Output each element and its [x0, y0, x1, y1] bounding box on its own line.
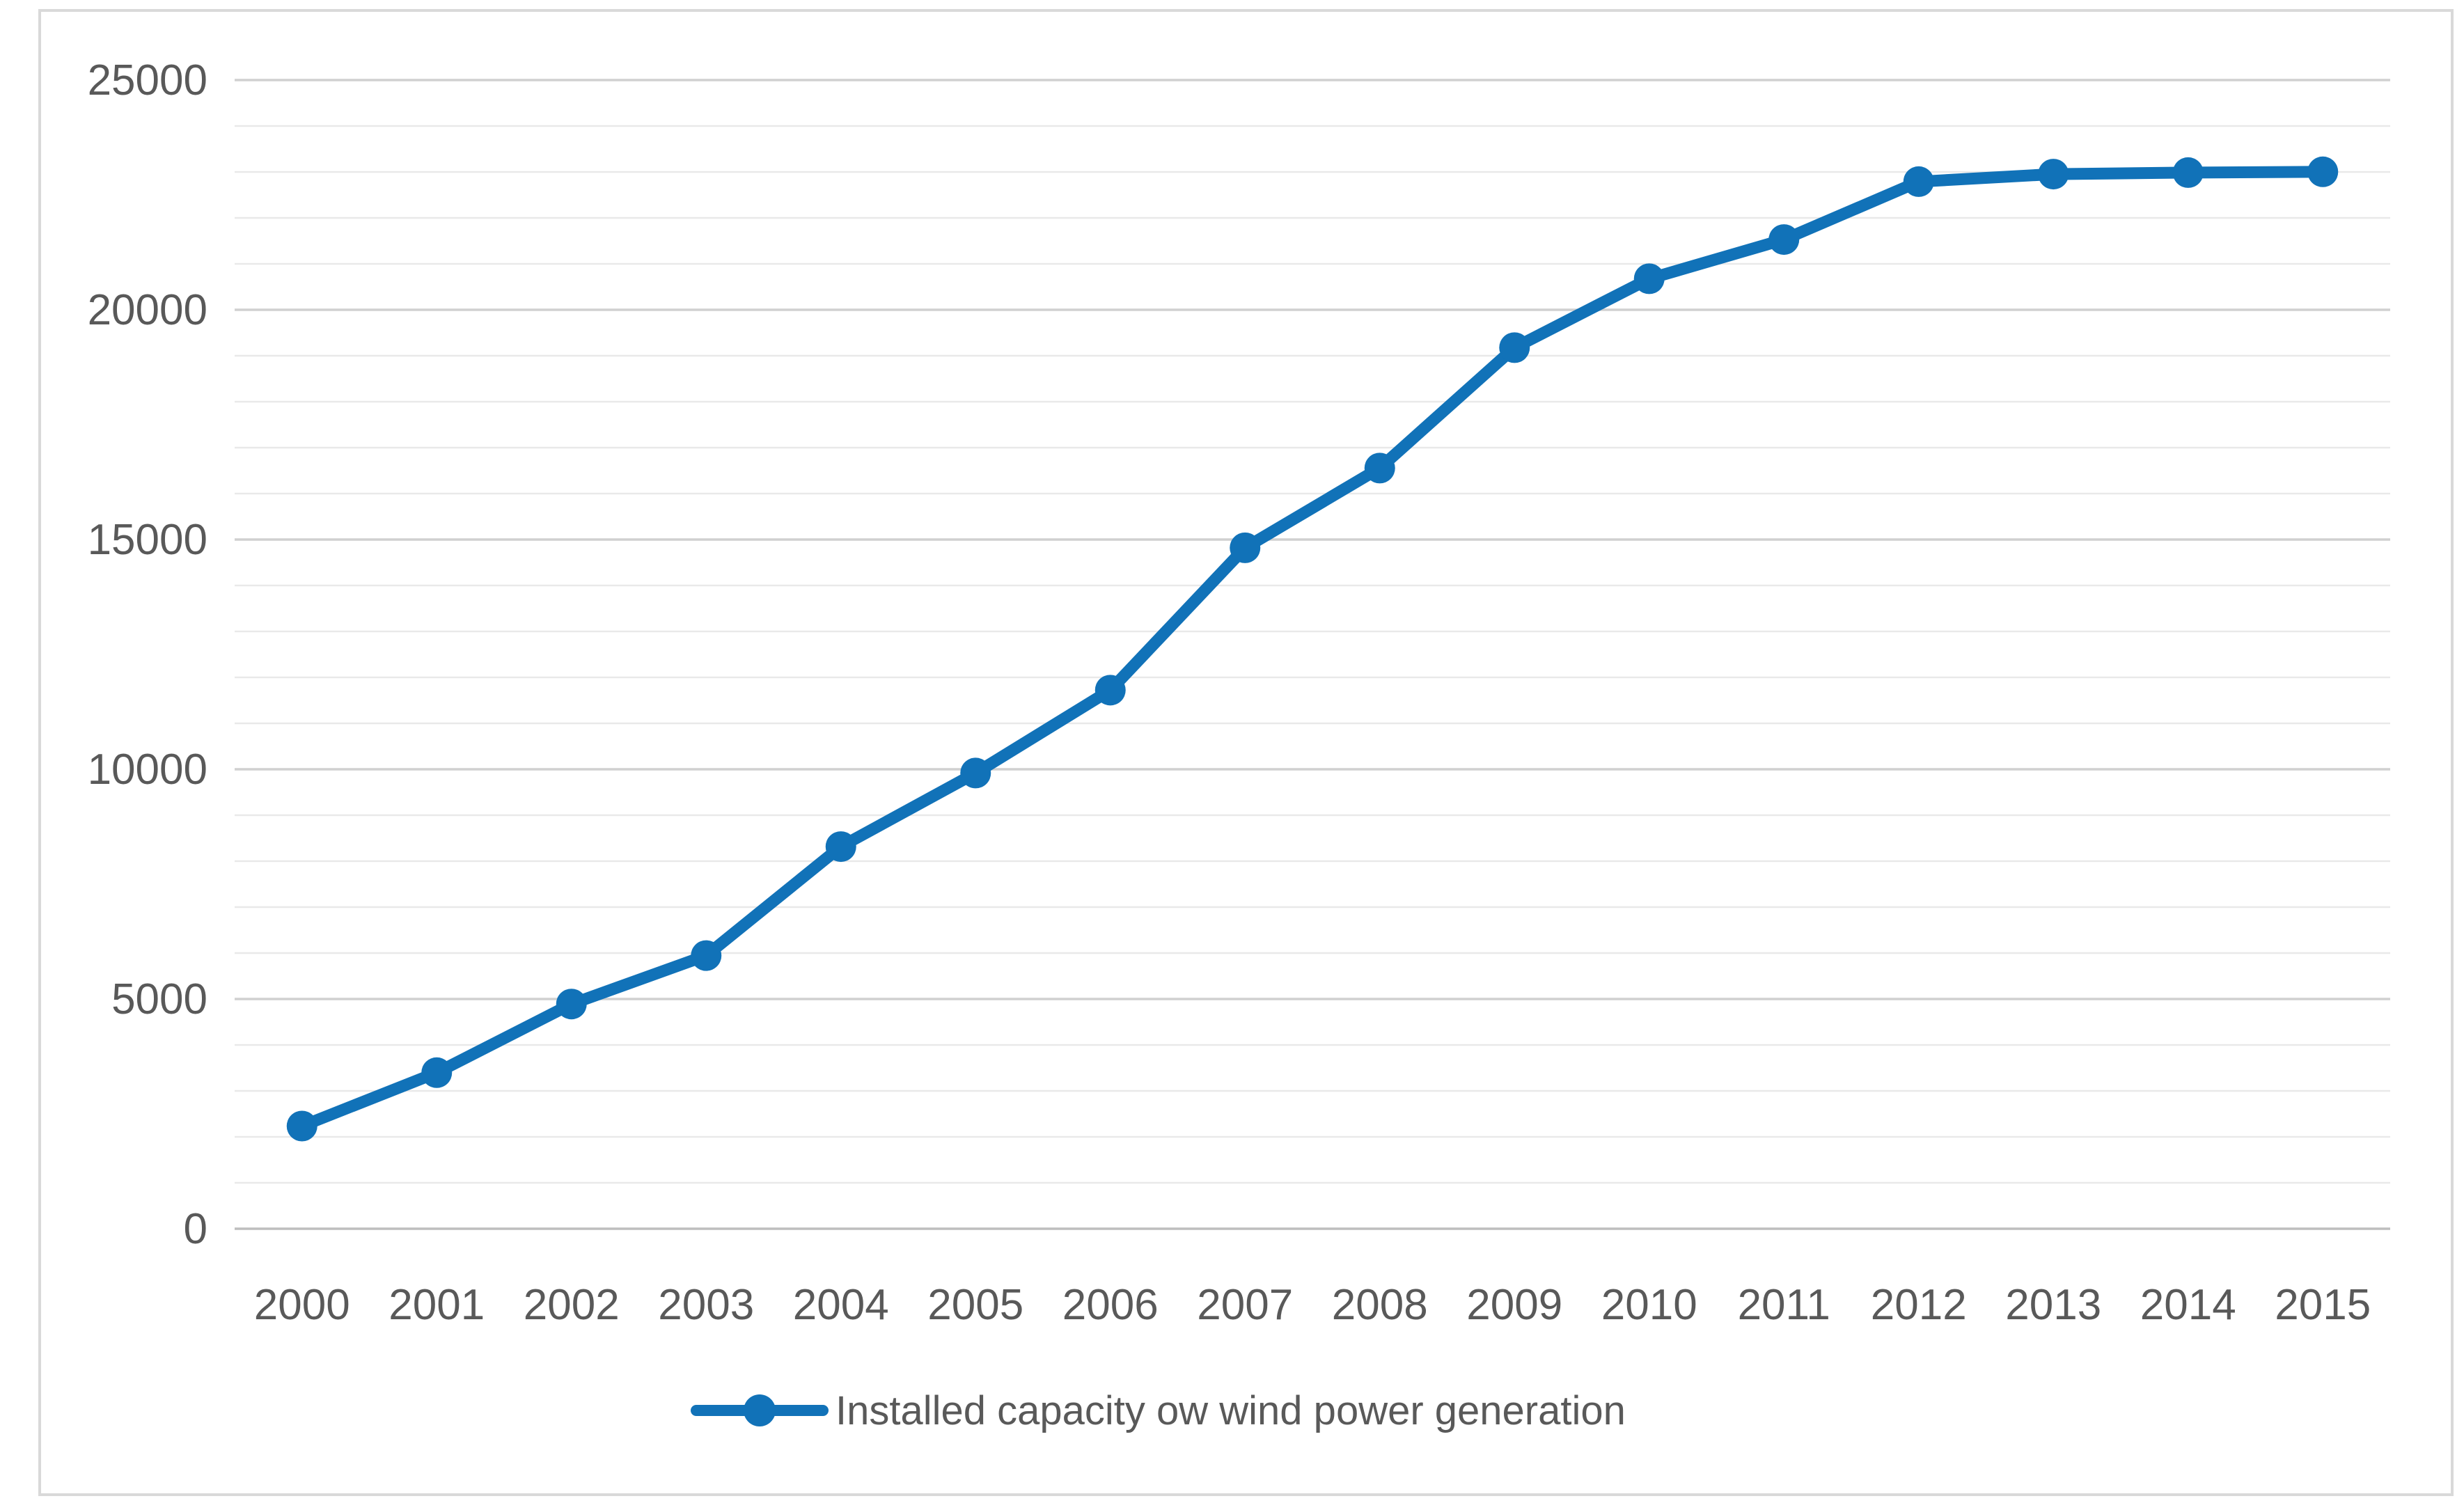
data-point-marker [556, 989, 587, 1020]
data-point-marker [1903, 166, 1934, 197]
x-tick-label: 2006 [1062, 1281, 1159, 1329]
data-point-marker [825, 831, 856, 863]
data-point-marker [960, 757, 991, 789]
data-point-marker [1499, 332, 1530, 363]
x-tick-label: 2008 [1332, 1281, 1428, 1329]
data-point-marker [1633, 263, 1665, 294]
data-point-marker [691, 940, 722, 971]
x-tick-label: 2003 [658, 1281, 754, 1329]
x-tick-label: 2002 [524, 1281, 620, 1329]
legend: Installed capacity ow wind power generat… [691, 1388, 1626, 1433]
data-point-marker [1094, 675, 1126, 706]
x-tick-label: 2014 [2140, 1281, 2236, 1329]
data-point-marker [2038, 159, 2069, 190]
data-point-marker [421, 1057, 453, 1088]
y-tick-label: 10000 [88, 746, 207, 794]
x-tick-label: 2004 [793, 1281, 889, 1329]
data-point-marker [1230, 532, 1261, 563]
x-axis-labels: 2000 2001 2002 2003 2004 2005 2006 2007 2008 2009… [254, 1281, 2371, 1329]
x-tick-label: 2013 [2005, 1281, 2101, 1329]
legend-marker-icon [744, 1394, 776, 1426]
series-line [296, 166, 2329, 1132]
x-tick-label: 2001 [389, 1281, 485, 1329]
x-tick-label: 2009 [1466, 1281, 1562, 1329]
y-tick-label: 0 [184, 1205, 207, 1253]
x-tick-label: 2011 [1738, 1281, 1830, 1329]
x-tick-label: 2005 [927, 1281, 1023, 1329]
data-point-marker [2172, 157, 2204, 188]
y-tick-label: 15000 [88, 516, 207, 564]
y-tick-label: 25000 [88, 56, 207, 104]
data-series [286, 156, 2339, 1142]
y-tick-label: 20000 [88, 286, 207, 334]
x-tick-label: 2010 [1601, 1281, 1697, 1329]
x-tick-label: 2015 [2275, 1281, 2371, 1329]
x-tick-label: 2012 [1871, 1281, 1967, 1329]
x-tick-label: 2000 [254, 1281, 350, 1329]
chart-border [38, 9, 2454, 1496]
y-tick-label: 5000 [111, 975, 207, 1023]
data-point-marker [1364, 453, 1395, 484]
x-tick-label: 2007 [1197, 1281, 1293, 1329]
data-point-marker [286, 1110, 317, 1142]
gridlines [235, 79, 2390, 1230]
data-point-marker [1768, 224, 1800, 255]
data-point-marker [2307, 156, 2339, 187]
legend-label: Installed capacity ow wind power generat… [835, 1388, 1626, 1433]
y-axis-labels: 0 5000 10000 15000 20000 25000 [88, 56, 207, 1253]
